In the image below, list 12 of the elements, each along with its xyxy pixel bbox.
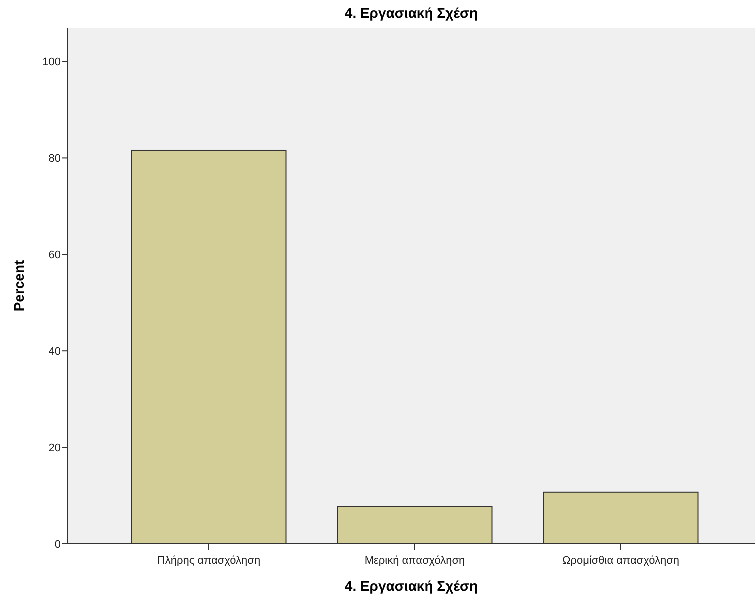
y-tick-label: 80 [48,153,61,166]
y-tick-label: 40 [48,346,61,358]
x-tick-label: Πλήρης απασχόληση [157,555,261,567]
y-tick-label: 100 [42,56,61,69]
x-tick-label: Μερική απασχόληση [364,555,466,567]
chart-title: 4. Εργασιακή Σχέση [344,5,478,21]
y-axis-title: Percent [11,260,27,312]
y-tick-label: 0 [54,538,61,551]
y-tick-label: 60 [48,250,61,262]
x-tick-label: Ωρομίσθια απασχόληση [562,555,680,567]
x-axis-title: 4. Εργασιακή Σχέση [344,578,478,594]
y-tick-label: 20 [48,442,61,454]
